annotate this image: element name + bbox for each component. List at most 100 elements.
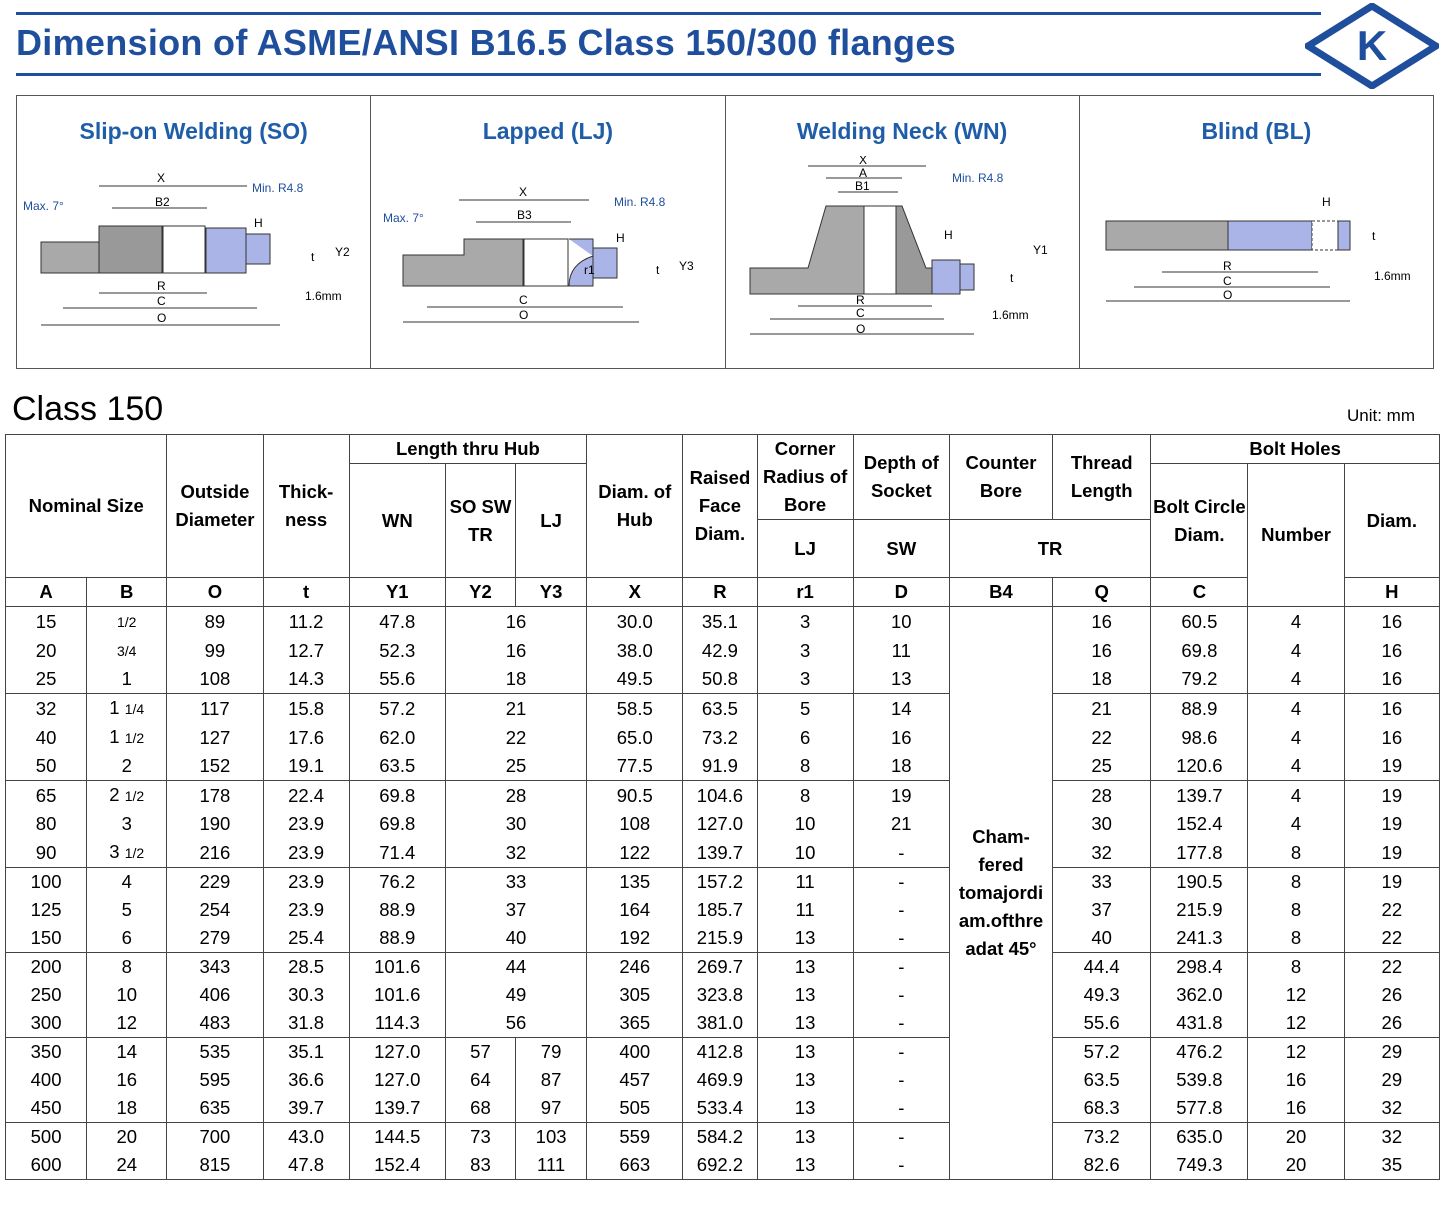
cell-b: 2 bbox=[86, 752, 168, 781]
cell-a: 90 bbox=[4, 838, 88, 868]
cell-b: 10 bbox=[86, 981, 168, 1009]
cell-d: - bbox=[852, 1009, 950, 1038]
table-row: 150 6 279 25.4 88.9 40 192 215.9 13-40 241.3 8 22 bbox=[4, 924, 1441, 953]
cell-number: 8 bbox=[1247, 924, 1345, 953]
header-outside-diameter: Outside Diameter bbox=[166, 434, 264, 578]
cell-number: 12 bbox=[1247, 981, 1345, 1009]
cell-y2: 64 bbox=[444, 1066, 517, 1094]
cell-number: 4 bbox=[1247, 693, 1345, 723]
header-counter-bore: Counter Bore bbox=[948, 434, 1054, 520]
cell-y2-y3: 33 bbox=[444, 867, 588, 896]
cell-a: 250 bbox=[4, 981, 88, 1009]
cell-c: 152.4 bbox=[1150, 810, 1249, 838]
svg-text:O: O bbox=[157, 311, 166, 325]
cell-h: 35 bbox=[1343, 1151, 1441, 1180]
cell-y3: 111 bbox=[515, 1151, 588, 1180]
cell-o: 127 bbox=[166, 723, 264, 752]
cell-y1: 69.8 bbox=[348, 810, 446, 838]
cell-r: 533.4 bbox=[682, 1094, 758, 1123]
svg-text:1.6mm: 1.6mm bbox=[305, 289, 342, 303]
cell-r1: 3 bbox=[756, 606, 854, 636]
cell-t: 23.9 bbox=[262, 838, 350, 868]
cell-y3: 79 bbox=[515, 1037, 588, 1066]
cell-r1: 13 bbox=[756, 1009, 854, 1038]
cell-a: 600 bbox=[4, 1151, 88, 1180]
cell-q: 82.6 bbox=[1052, 1151, 1152, 1180]
cell-number: 4 bbox=[1247, 606, 1345, 636]
header-wn: WN bbox=[348, 463, 446, 578]
cell-c: 60.5 bbox=[1150, 606, 1249, 636]
cell-q: 37 bbox=[1052, 896, 1152, 924]
cell-d: 10 bbox=[852, 606, 950, 636]
diagram-title-welding-neck: Welding Neck (WN) bbox=[796, 118, 1008, 144]
cell-q: 55.6 bbox=[1052, 1009, 1152, 1038]
cell-t: 14.3 bbox=[262, 665, 350, 694]
table-row: 20 3/4 99 12.7 52.3 16 38.0 42.9 3 11 16 69.8 4 16 bbox=[4, 636, 1441, 665]
cell-r: 127.0 bbox=[682, 810, 758, 838]
dimension-table: Nominal Size Outside Diameter Thick- nes… bbox=[4, 434, 1441, 1180]
cell-y2-y3: 21 bbox=[444, 693, 588, 723]
diagram-welding-neck: Welding Neck (WN) X A B1 Min. R4.8 H t Y… bbox=[726, 96, 1080, 368]
cell-r: 269.7 bbox=[682, 952, 758, 981]
svg-text:Y2: Y2 bbox=[335, 245, 350, 259]
cell-y1: 69.8 bbox=[348, 780, 446, 810]
cell-h: 32 bbox=[1343, 1122, 1441, 1151]
cell-c: 635.0 bbox=[1150, 1122, 1249, 1151]
cell-r: 692.2 bbox=[682, 1151, 758, 1180]
cell-number: 12 bbox=[1247, 1009, 1345, 1038]
header-tr: TR bbox=[948, 519, 1152, 578]
cell-b: 1 1/2 bbox=[86, 723, 168, 752]
section-title: Class 150 bbox=[12, 390, 164, 428]
cell-y2-y3: 16 bbox=[444, 636, 588, 665]
cell-x: 65.0 bbox=[586, 723, 684, 752]
table-row: 100 4 229 23.9 76.2 33 135 157.2 11-33 190.5 8 19 bbox=[4, 867, 1441, 896]
symbol-t: t bbox=[262, 577, 350, 607]
cell-x: 457 bbox=[586, 1066, 684, 1094]
svg-text:H: H bbox=[254, 216, 263, 230]
cell-y1: 101.6 bbox=[348, 952, 446, 981]
cell-h: 32 bbox=[1343, 1094, 1441, 1123]
welding-neck-drawing: X A B1 Min. R4.8 H t Y1 R C O 1.6mm bbox=[749, 156, 1048, 336]
cell-x: 58.5 bbox=[586, 693, 684, 723]
cell-c: 79.2 bbox=[1150, 665, 1249, 694]
cell-b: 6 bbox=[86, 924, 168, 953]
cell-q: 28 bbox=[1052, 780, 1152, 810]
header-bolt-circle: Bolt Circle Diam. bbox=[1150, 463, 1249, 578]
header-depth-of-socket: Depth of Socket bbox=[852, 434, 950, 520]
diagram-blind: Blind (BL) H t R C O 1.6mm bbox=[1080, 96, 1433, 368]
cell-a: 100 bbox=[4, 867, 88, 896]
cell-y1: 57.2 bbox=[348, 693, 446, 723]
table-row: 400 16 595 36.6 127.0 64 87 457 469.9 13-63.5 539.… bbox=[4, 1066, 1441, 1094]
flange-diagrams: Slip-on Welding (SO) X B2 Max. 7° Min. R… bbox=[16, 95, 1434, 369]
cell-y1: 88.9 bbox=[348, 924, 446, 953]
symbol-d: D bbox=[852, 577, 950, 607]
cell-c: 577.8 bbox=[1150, 1094, 1249, 1123]
cell-number: 4 bbox=[1247, 665, 1345, 694]
svg-text:r1: r1 bbox=[584, 263, 595, 277]
cell-o: 406 bbox=[166, 981, 264, 1009]
cell-d: - bbox=[852, 924, 950, 953]
cell-b-fraction: 1/2 bbox=[124, 845, 145, 861]
cell-b: 18 bbox=[86, 1094, 168, 1123]
cell-b: 12 bbox=[86, 1009, 168, 1038]
symbol-b4: B4 bbox=[948, 577, 1054, 607]
cell-q: 16 bbox=[1052, 606, 1152, 636]
cell-r: 35.1 bbox=[682, 606, 758, 636]
cell-a: 15 bbox=[4, 606, 88, 636]
cell-r1: 10 bbox=[756, 838, 854, 868]
cell-r1: 5 bbox=[756, 693, 854, 723]
cell-c: 362.0 bbox=[1150, 981, 1249, 1009]
svg-text:O: O bbox=[1223, 288, 1232, 302]
cell-q: 57.2 bbox=[1052, 1037, 1152, 1066]
cell-h: 16 bbox=[1343, 693, 1441, 723]
cell-h: 16 bbox=[1343, 723, 1441, 752]
cell-x: 400 bbox=[586, 1037, 684, 1066]
cell-number: 4 bbox=[1247, 752, 1345, 781]
cell-a: 125 bbox=[4, 896, 88, 924]
header-raised-face: Raised Face Diam. bbox=[682, 434, 758, 578]
diagram-title-blind: Blind (BL) bbox=[1201, 118, 1312, 144]
cell-x: 122 bbox=[586, 838, 684, 868]
cell-c: 88.9 bbox=[1150, 693, 1249, 723]
cell-y2-y3: 22 bbox=[444, 723, 588, 752]
cell-h: 19 bbox=[1343, 867, 1441, 896]
